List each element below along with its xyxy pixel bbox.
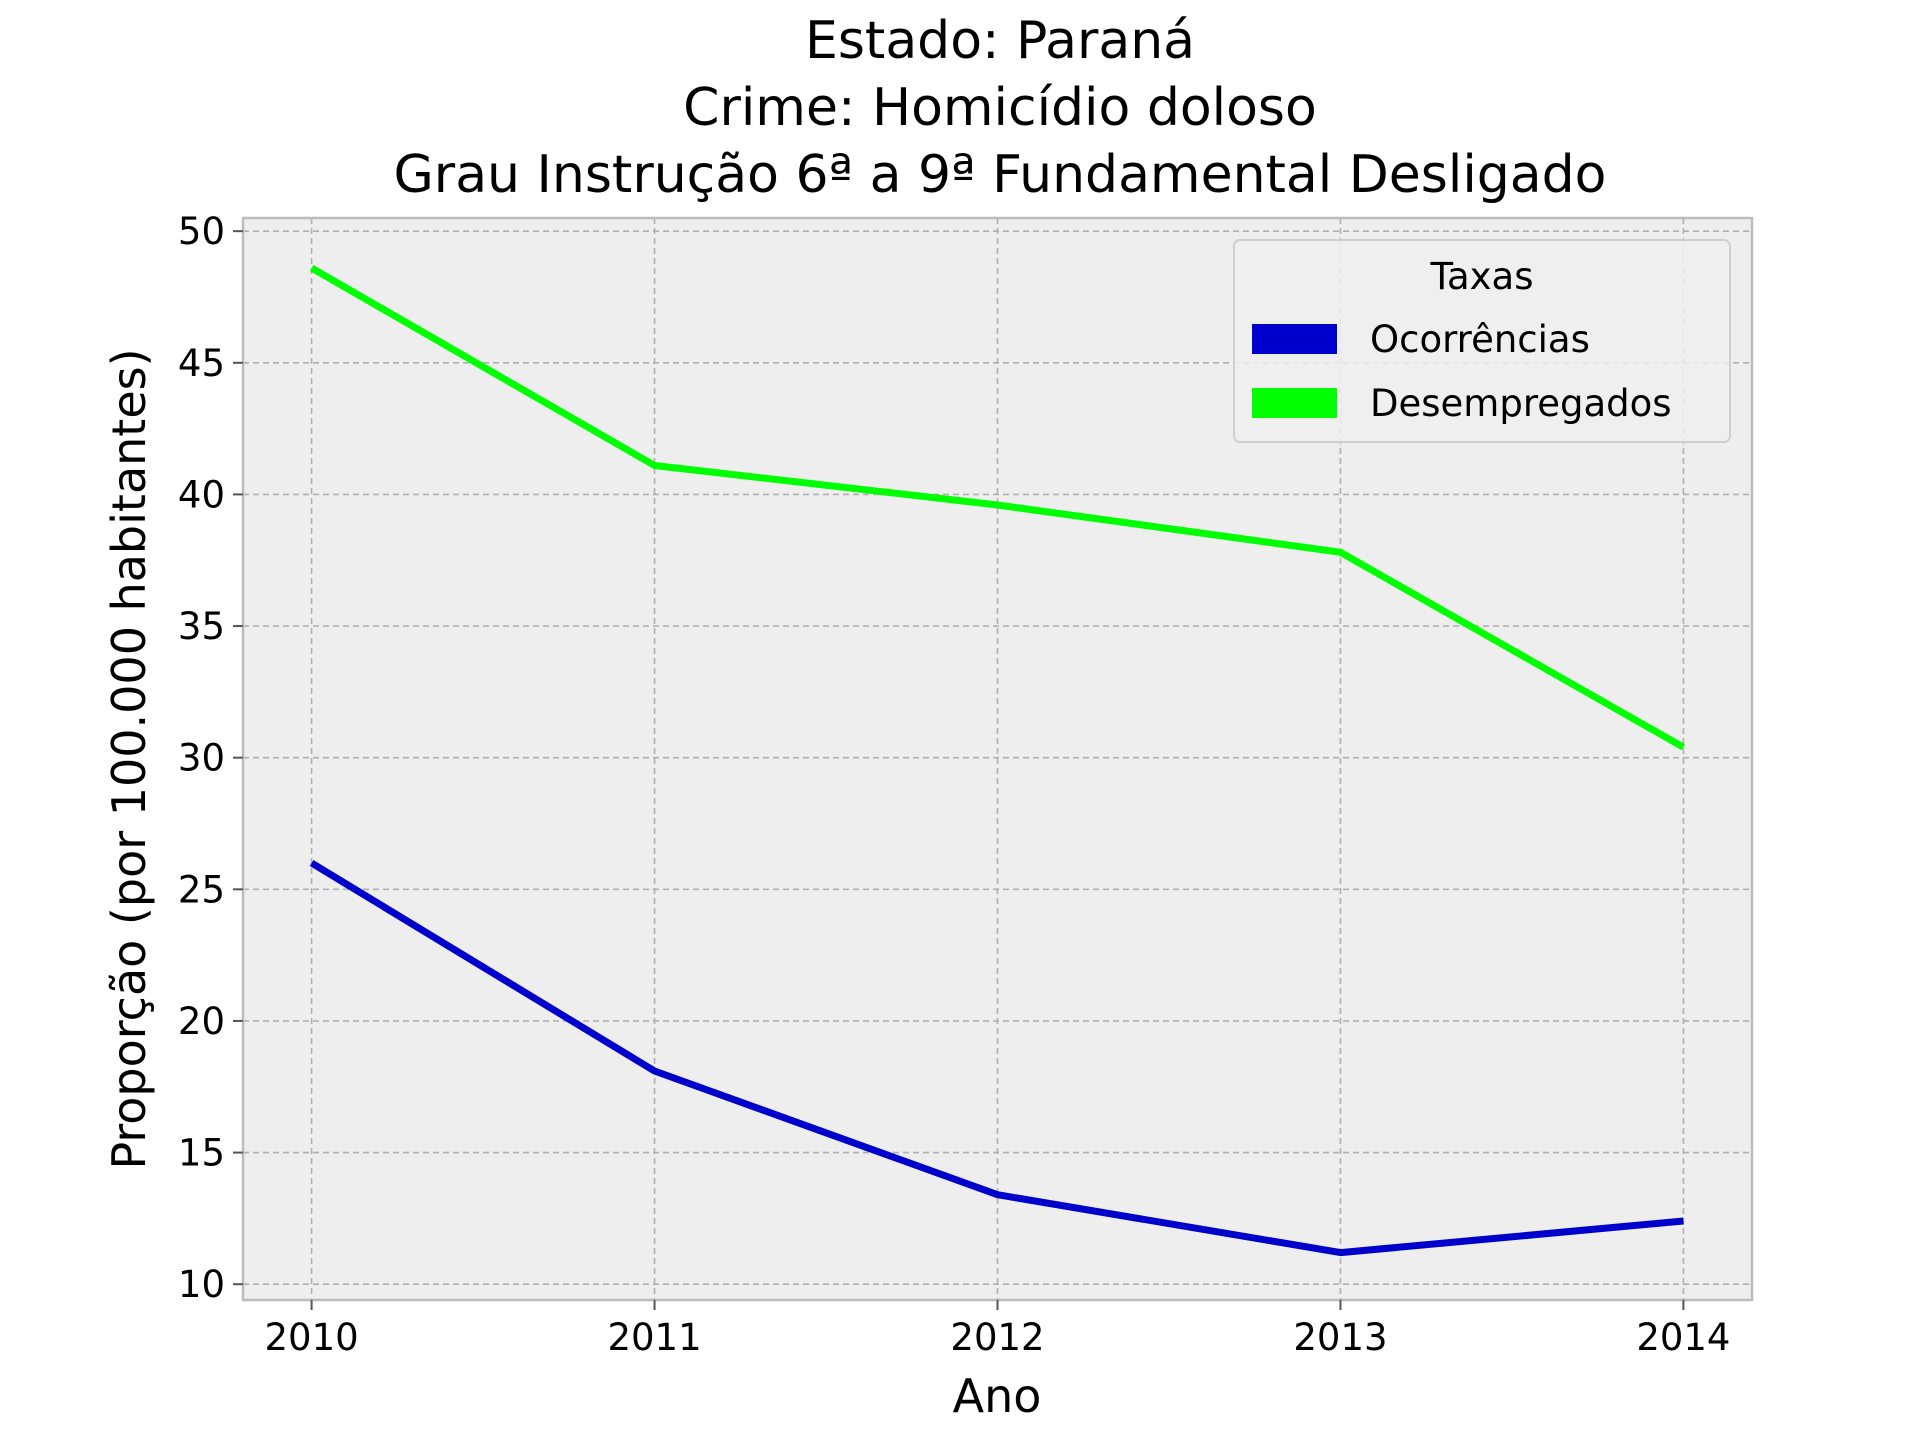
chart-title-line-3: Grau Instrução 6ª a 9ª Fundamental Desli…: [394, 145, 1607, 205]
x-tick-label: 2010: [265, 1316, 359, 1359]
x-tick-label: 2014: [1636, 1316, 1730, 1359]
y-tick-label: 45: [178, 342, 225, 385]
x-axis: 2010 2011 2012 2013 2014: [265, 1300, 1730, 1359]
y-tick-label: 35: [178, 605, 225, 648]
y-axis-label: Proporção (por 100.000 habitantes): [102, 348, 156, 1169]
grid: [243, 218, 1752, 1300]
legend-label-desempregados: Desempregados: [1370, 382, 1672, 425]
y-tick-label: 25: [178, 868, 225, 911]
y-tick-label: 40: [178, 473, 225, 516]
legend-title: Taxas: [1430, 255, 1534, 298]
y-tick-label: 15: [178, 1132, 225, 1175]
y-tick-label: 10: [178, 1263, 225, 1306]
chart-title-line-1: Estado: Paraná: [805, 11, 1195, 71]
y-tick-label: 30: [178, 737, 225, 780]
x-tick-label: 2013: [1293, 1316, 1387, 1359]
legend: Taxas Ocorrências Desempregados: [1233, 239, 1731, 443]
x-axis-label: Ano: [953, 1369, 1042, 1423]
chart-title: Estado: Paraná Crime: Homicídio doloso G…: [394, 11, 1607, 205]
x-tick-label: 2012: [950, 1316, 1044, 1359]
legend-label-ocorrencias: Ocorrências: [1370, 318, 1590, 361]
y-axis: 10 15 20 25 30 35 40 45 50: [178, 210, 243, 1306]
legend-swatch-desempregados: [1252, 388, 1337, 418]
y-tick-label: 50: [178, 210, 225, 253]
chart-title-line-2: Crime: Homicídio doloso: [683, 78, 1317, 138]
series-lines: [309, 264, 1686, 1257]
y-tick-label: 20: [178, 1000, 225, 1043]
legend-swatch-ocorrencias: [1252, 324, 1337, 354]
legend-box: [1233, 239, 1731, 443]
x-tick-label: 2011: [607, 1316, 701, 1359]
